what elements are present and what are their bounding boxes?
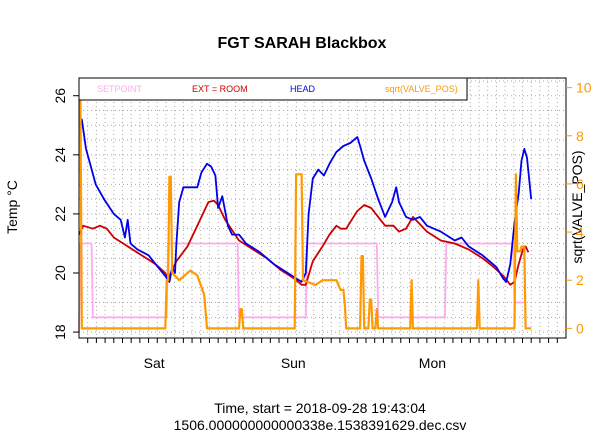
x-tick-label: Mon	[419, 355, 446, 371]
chart-title: FGT SARAH Blackbox	[218, 35, 387, 52]
series-line-setpoint	[78, 242, 525, 333]
grid	[79, 78, 566, 338]
y-axis-label: Temp °C	[4, 180, 20, 234]
series-line-ext-room	[78, 199, 530, 286]
y-axis-right-label: sqrt(VALVE_POS)	[569, 150, 585, 263]
x-tick-label: Sun	[281, 355, 306, 371]
x-tick-label: Sat	[144, 355, 165, 371]
y-tick-label: 22	[52, 206, 68, 222]
series-line-head	[79, 118, 533, 283]
y-right-tick-label: 4	[576, 224, 584, 240]
y-tick-label: 24	[52, 147, 68, 163]
legend-entry: EXT = ROOM	[192, 84, 248, 94]
y-right-tick-label: 8	[576, 128, 584, 144]
x-axis-label-file: 1506.000000000000338e.1538391629.dec.csv	[174, 417, 467, 433]
y-tick-label: 18	[52, 324, 68, 340]
legend-entry: HEAD	[290, 84, 316, 94]
x-axis-label: Time, start = 2018-09-28 19:43:04	[214, 400, 426, 416]
legend-entry: SETPOINT	[97, 84, 143, 94]
y-right-tick-label: 10	[576, 80, 592, 96]
y-tick-label: 26	[52, 88, 68, 104]
y-right-tick-label: 6	[576, 176, 584, 192]
y-tick-label: 20	[52, 265, 68, 281]
y-right-tick-label: 2	[576, 272, 584, 288]
legend: SETPOINT EXT = ROOM HEAD sqrt(VALVE_POS)	[78, 77, 468, 101]
y-right-tick-label: 0	[576, 320, 584, 336]
legend-entry: sqrt(VALVE_POS)	[385, 84, 458, 94]
legend-box	[78, 77, 468, 101]
series-line-sqrt-valve-pos	[79, 86, 532, 330]
series-group	[78, 86, 533, 333]
